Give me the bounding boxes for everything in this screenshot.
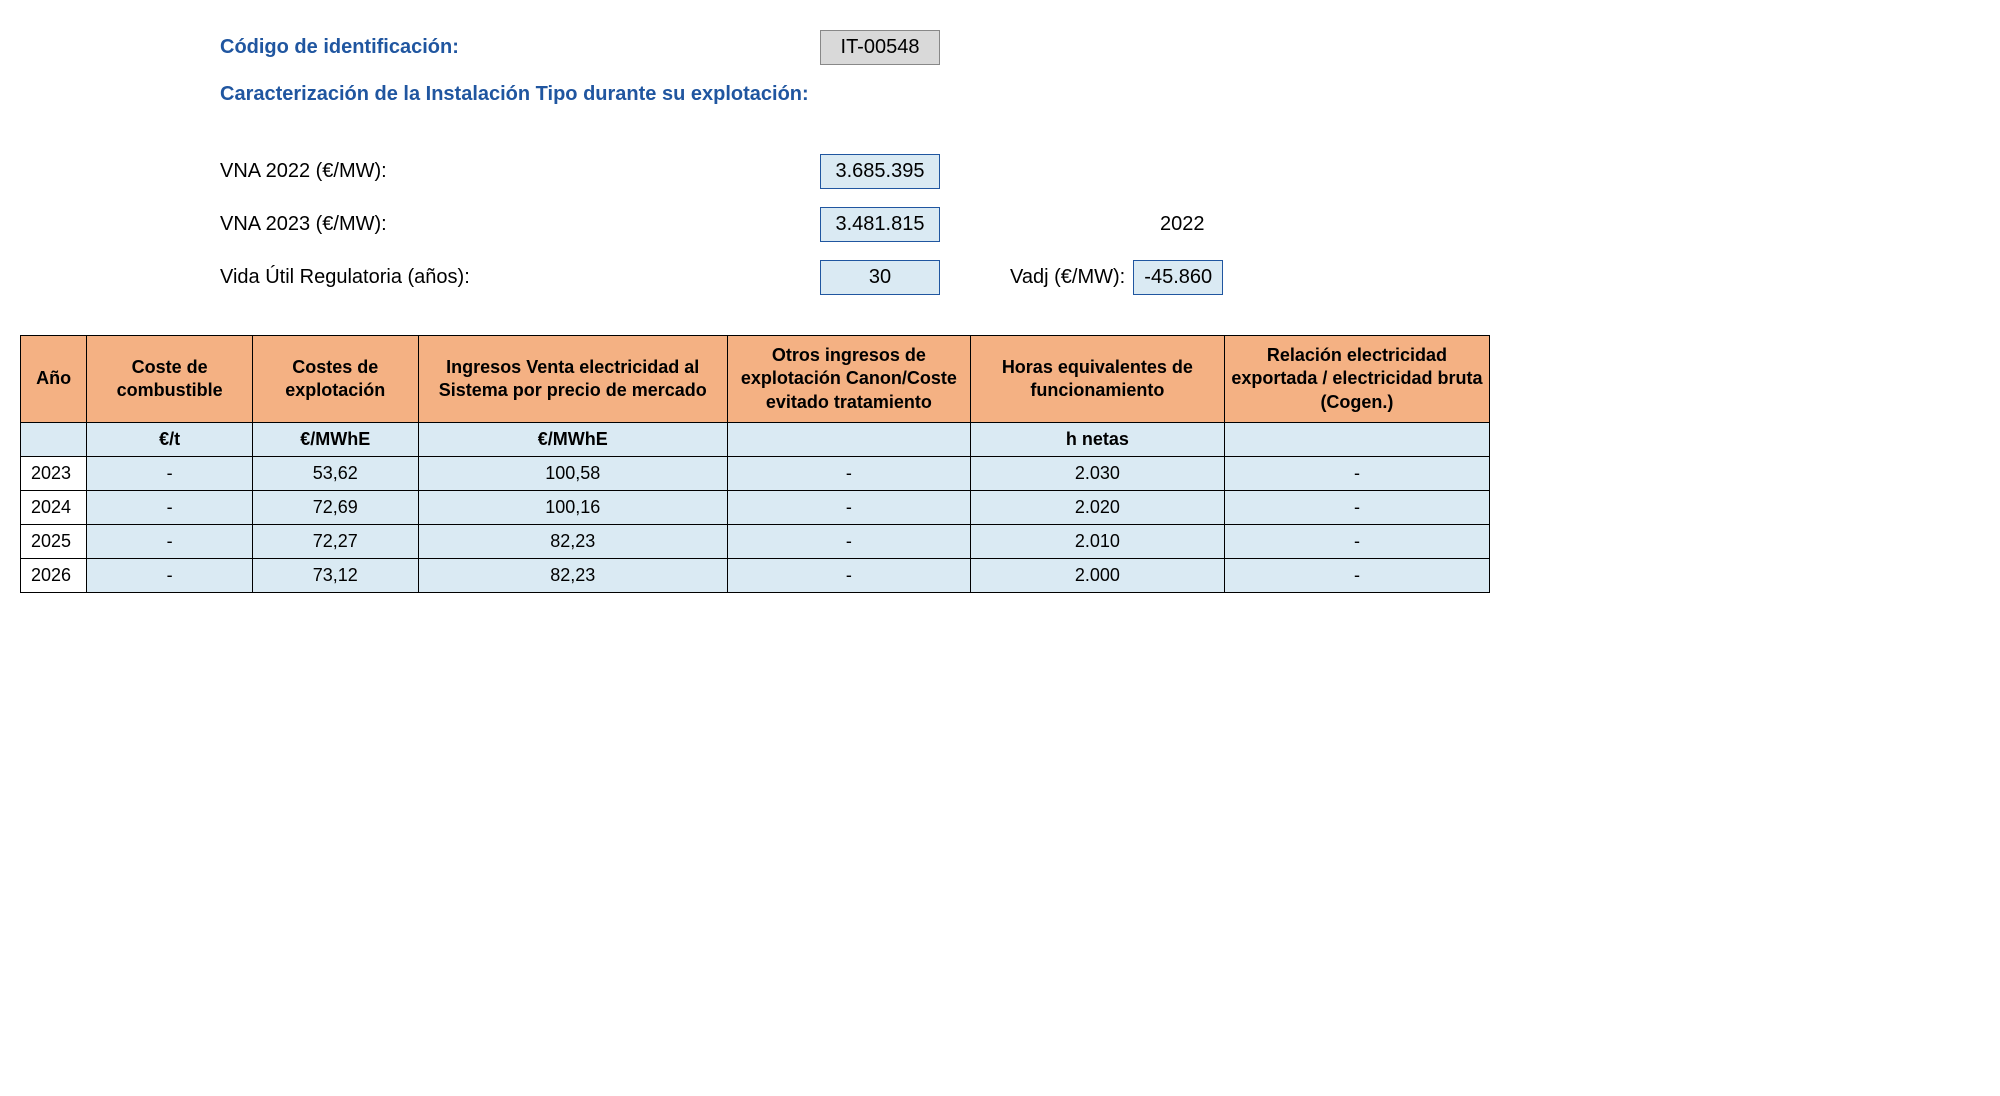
unit-income: €/MWhE	[418, 423, 727, 457]
cell-ratio: -	[1224, 457, 1489, 491]
unit-other	[727, 423, 970, 457]
col-hours: Horas equivalentes de funcionamiento	[970, 336, 1224, 423]
table-row: 2024 - 72,69 100,16 - 2.020 -	[21, 491, 1490, 525]
vadj-row: Vadj (€/MW): -45.860	[1010, 260, 1223, 295]
cell-fuel: -	[87, 559, 253, 593]
cell-ratio: -	[1224, 559, 1489, 593]
cell-other: -	[727, 525, 970, 559]
col-other: Otros ingresos de explotación Canon/Cost…	[727, 336, 970, 423]
vida-label: Vida Útil Regulatoria (años):	[220, 266, 820, 289]
units-row: €/t €/MWhE €/MWhE h netas	[21, 423, 1490, 457]
cell-income: 82,23	[418, 525, 727, 559]
cell-ratio: -	[1224, 491, 1489, 525]
cell-year: 2023	[21, 457, 87, 491]
id-value: IT-00548	[820, 30, 940, 65]
cell-income: 100,58	[418, 457, 727, 491]
data-table: Año Coste de combustible Costes de explo…	[20, 335, 1490, 593]
header-row: Año Coste de combustible Costes de explo…	[21, 336, 1490, 423]
cell-other: -	[727, 559, 970, 593]
vadj-value: -45.860	[1133, 260, 1223, 295]
cell-other: -	[727, 491, 970, 525]
cell-hours: 2.020	[970, 491, 1224, 525]
vida-row: Vida Útil Regulatoria (años): 30 Vadj (€…	[220, 260, 1980, 295]
cell-exploit: 72,27	[252, 525, 418, 559]
unit-fuel: €/t	[87, 423, 253, 457]
vna-2022-label: VNA 2022 (€/MW):	[220, 160, 820, 183]
unit-hours: h netas	[970, 423, 1224, 457]
col-year: Año	[21, 336, 87, 423]
cell-exploit: 73,12	[252, 559, 418, 593]
cell-exploit: 72,69	[252, 491, 418, 525]
cell-fuel: -	[87, 525, 253, 559]
cell-income: 100,16	[418, 491, 727, 525]
unit-ratio	[1224, 423, 1489, 457]
cell-fuel: -	[87, 457, 253, 491]
col-exploit: Costes de explotación	[252, 336, 418, 423]
col-fuel: Coste de combustible	[87, 336, 253, 423]
col-income: Ingresos Venta electricidad al Sistema p…	[418, 336, 727, 423]
cell-other: -	[727, 457, 970, 491]
table-row: 2025 - 72,27 82,23 - 2.010 -	[21, 525, 1490, 559]
unit-exploit: €/MWhE	[252, 423, 418, 457]
cell-year: 2024	[21, 491, 87, 525]
section-title-row: Caracterización de la Instalación Tipo d…	[220, 83, 1980, 136]
vna-2023-value: 3.481.815	[820, 207, 940, 242]
id-row: Código de identificación: IT-00548	[220, 30, 1980, 65]
vida-value: 30	[820, 260, 940, 295]
col-ratio: Relación electricidad exportada / electr…	[1224, 336, 1489, 423]
vna-2023-label: VNA 2023 (€/MW):	[220, 213, 820, 236]
cell-income: 82,23	[418, 559, 727, 593]
cell-hours: 2.030	[970, 457, 1224, 491]
table-row: 2026 - 73,12 82,23 - 2.000 -	[21, 559, 1490, 593]
table-body: €/t €/MWhE €/MWhE h netas 2023 - 53,62 1…	[21, 423, 1490, 593]
cell-hours: 2.010	[970, 525, 1224, 559]
vna-2022-value: 3.685.395	[820, 154, 940, 189]
cell-year: 2026	[21, 559, 87, 593]
cell-ratio: -	[1224, 525, 1489, 559]
id-label: Código de identificación:	[220, 36, 820, 59]
table-row: 2023 - 53,62 100,58 - 2.030 -	[21, 457, 1490, 491]
header-section: Código de identificación: IT-00548 Carac…	[220, 30, 1980, 295]
vna-2022-row: VNA 2022 (€/MW): 3.685.395	[220, 154, 1980, 189]
cell-exploit: 53,62	[252, 457, 418, 491]
cell-fuel: -	[87, 491, 253, 525]
cell-year: 2025	[21, 525, 87, 559]
cell-hours: 2.000	[970, 559, 1224, 593]
section-title: Caracterización de la Instalación Tipo d…	[220, 83, 809, 106]
year-side: 2022	[1160, 213, 1205, 236]
vna-2023-row: VNA 2023 (€/MW): 3.481.815 2022	[220, 207, 1980, 242]
unit-year	[21, 423, 87, 457]
vadj-label: Vadj (€/MW):	[1010, 266, 1125, 289]
